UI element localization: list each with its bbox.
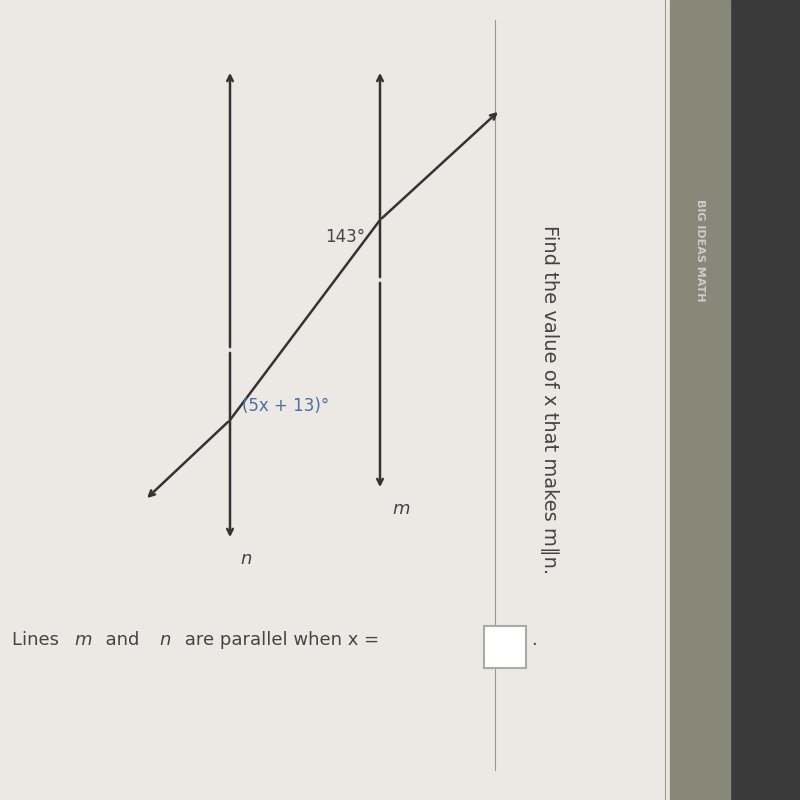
Text: and: and — [94, 631, 145, 649]
Bar — [730, 0, 800, 800]
Text: .: . — [531, 631, 537, 649]
Bar — [484, 626, 526, 668]
Text: are parallel when x =: are parallel when x = — [179, 631, 385, 649]
Text: m: m — [74, 631, 91, 649]
Text: m: m — [392, 500, 410, 518]
Text: (5x + 13)°: (5x + 13)° — [242, 397, 330, 415]
Text: 143°: 143° — [325, 228, 365, 246]
Text: BIG IDEAS MATH: BIG IDEAS MATH — [695, 198, 705, 302]
Text: n: n — [159, 631, 170, 649]
Text: Lines: Lines — [12, 631, 65, 649]
Text: n: n — [240, 550, 251, 568]
Text: Find the value of x that makes m∥n.: Find the value of x that makes m∥n. — [541, 226, 559, 574]
Bar — [670, 0, 730, 800]
